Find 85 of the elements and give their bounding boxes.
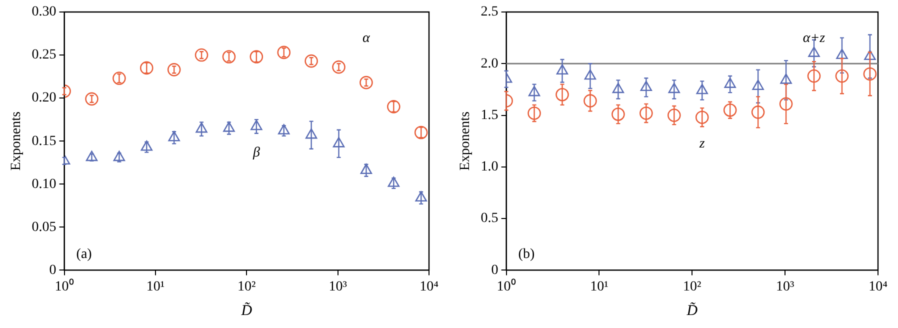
point xyxy=(667,108,681,122)
y-tick-label: 0.05 xyxy=(32,220,56,235)
x-axis-title: D̃ xyxy=(240,302,252,319)
y-tick-label: 2.5 xyxy=(480,4,498,20)
x-tick-label: 10³ xyxy=(776,279,794,294)
point xyxy=(723,103,737,117)
point xyxy=(835,69,849,83)
point xyxy=(640,106,653,120)
y-tick-label: 0.15 xyxy=(32,134,56,149)
point xyxy=(528,106,541,120)
point xyxy=(668,82,680,94)
x-tick-label: 10⁴ xyxy=(420,279,439,294)
series-label: α xyxy=(362,31,371,46)
x-tick-label: 10¹ xyxy=(590,279,608,294)
y-tick-label: 0.25 xyxy=(32,48,56,63)
series-label: α+z xyxy=(802,31,826,46)
x-tick-label: 10² xyxy=(238,279,256,294)
point xyxy=(332,137,345,148)
y-tick-label: 0 xyxy=(49,262,56,278)
y-tick-label: 0.30 xyxy=(32,4,56,20)
point xyxy=(223,122,235,132)
point xyxy=(140,140,152,151)
y-tick-label: 0.5 xyxy=(480,211,498,226)
point xyxy=(584,94,597,108)
y-axis-title: Exponents xyxy=(458,112,474,171)
y-tick-label: 1.0 xyxy=(480,160,498,175)
point xyxy=(388,176,400,187)
point xyxy=(863,67,877,81)
point xyxy=(556,88,569,102)
point xyxy=(85,92,98,106)
point xyxy=(695,110,709,124)
point xyxy=(779,97,793,111)
point xyxy=(528,86,540,96)
x-tick-label: 10¹ xyxy=(146,279,165,294)
point xyxy=(640,80,652,92)
series-label: z xyxy=(698,136,706,152)
point xyxy=(113,150,126,162)
point xyxy=(836,48,848,60)
x-tick-label: 10⁰ xyxy=(496,278,516,294)
y-tick-label: 0.20 xyxy=(32,90,56,106)
point xyxy=(752,80,764,90)
annotation: (b) xyxy=(518,247,535,262)
x-tick-label: 10² xyxy=(683,279,702,294)
x-tick-label: 10³ xyxy=(328,279,347,294)
point xyxy=(304,54,318,68)
point xyxy=(140,61,154,75)
point xyxy=(305,128,318,139)
point xyxy=(808,46,820,57)
x-axis-title: D̃ xyxy=(686,302,698,319)
y-tick-label: 1.5 xyxy=(480,108,498,123)
point xyxy=(194,48,208,62)
point xyxy=(751,106,765,119)
annotation: (a) xyxy=(76,247,92,262)
point xyxy=(222,50,236,64)
point xyxy=(277,46,291,60)
series-label: β xyxy=(252,145,260,160)
x-tick-label: 10⁰ xyxy=(54,278,74,294)
point xyxy=(168,131,180,142)
y-axis-title: Exponents xyxy=(9,112,24,171)
point xyxy=(387,100,400,114)
point xyxy=(584,69,596,80)
y-tick-label: 2.0 xyxy=(480,56,498,72)
point xyxy=(250,50,264,64)
point xyxy=(612,108,625,121)
point xyxy=(414,126,428,140)
x-tick-label: 10⁴ xyxy=(868,279,888,294)
y-tick-label: 0.10 xyxy=(32,176,56,192)
point xyxy=(415,191,427,202)
point xyxy=(780,74,792,84)
point xyxy=(167,63,181,76)
y-tick-label: 0 xyxy=(491,262,498,278)
point xyxy=(360,76,373,90)
point xyxy=(332,60,346,74)
point xyxy=(360,164,372,174)
point xyxy=(250,120,262,130)
point xyxy=(864,50,876,60)
point xyxy=(112,72,126,85)
point xyxy=(86,150,98,162)
point xyxy=(196,122,208,133)
point xyxy=(278,124,290,134)
point xyxy=(556,64,568,75)
point xyxy=(724,78,736,88)
point xyxy=(696,84,708,94)
point xyxy=(612,82,624,94)
point xyxy=(807,69,821,83)
